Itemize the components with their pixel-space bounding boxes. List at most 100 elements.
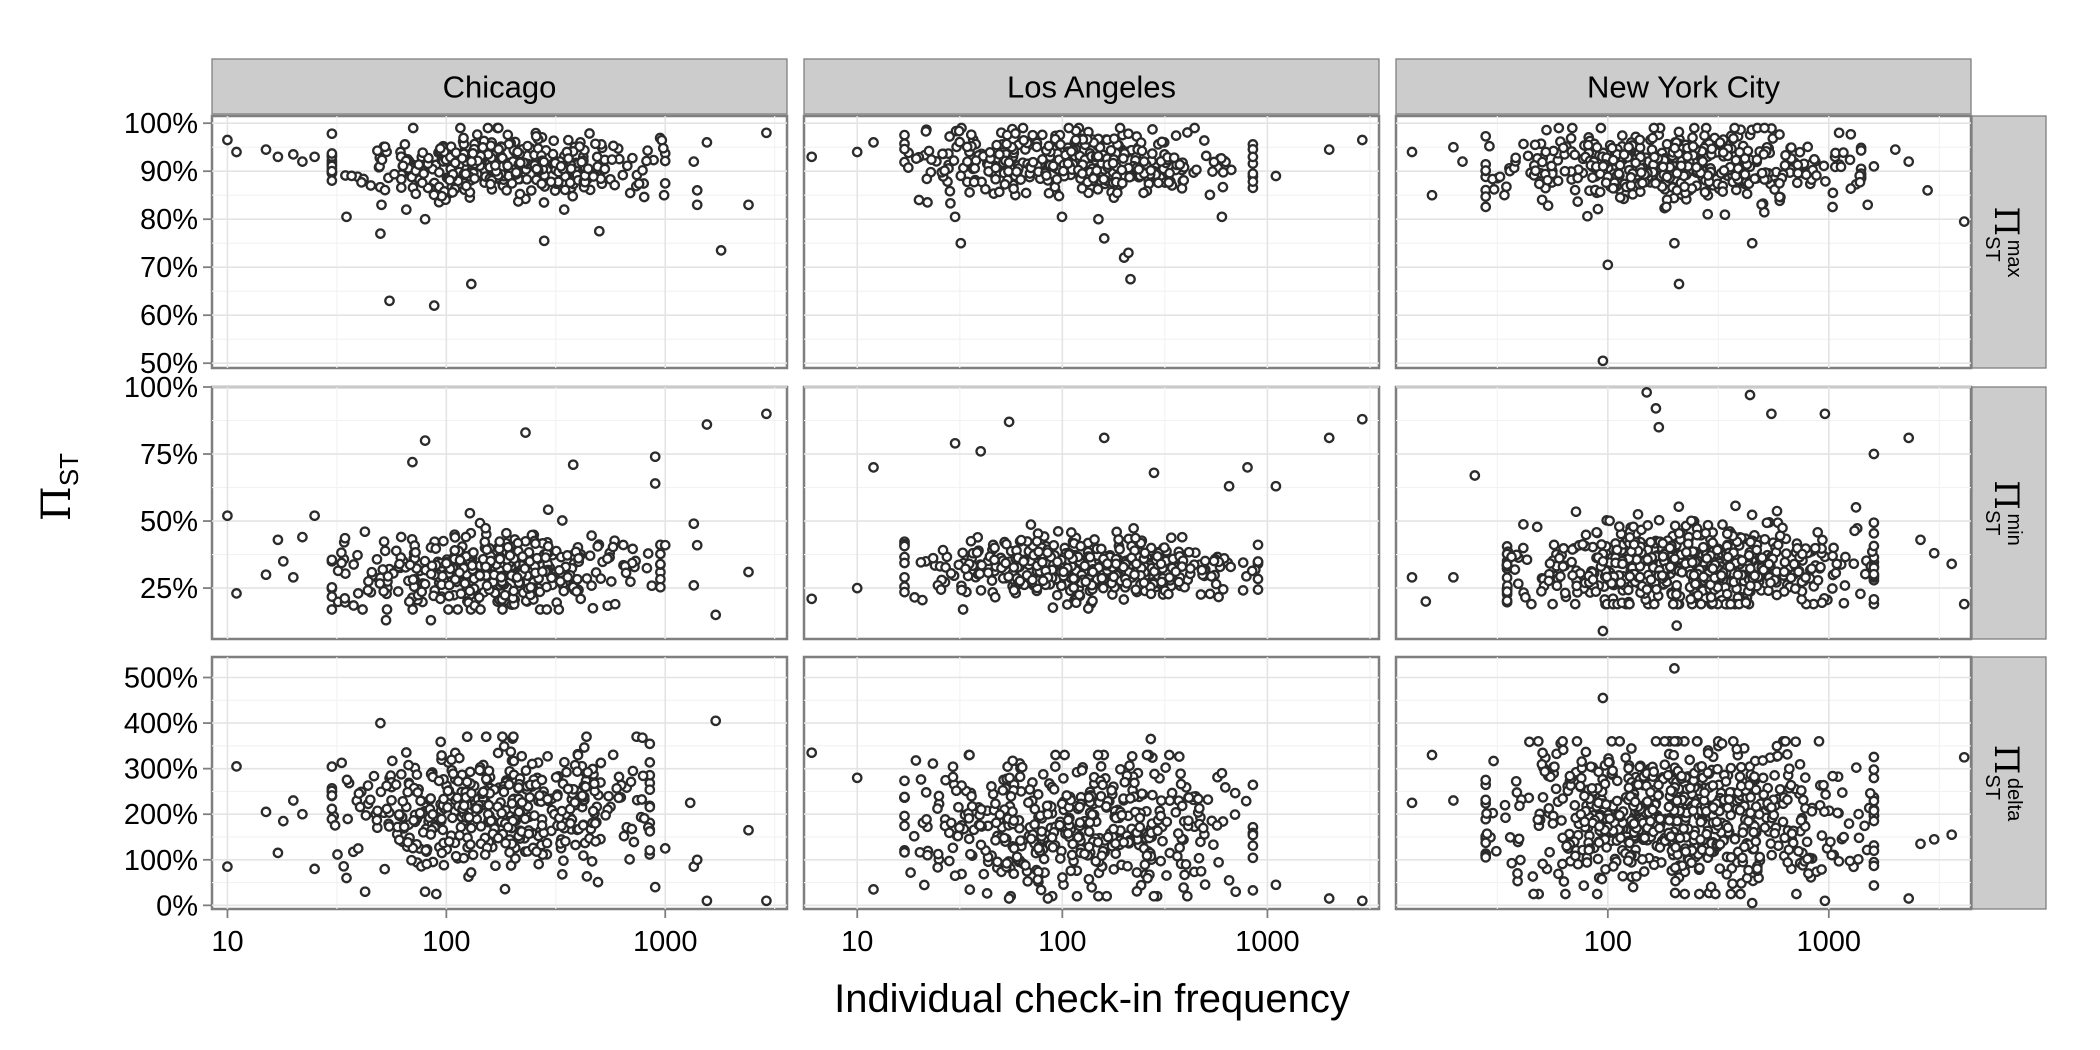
data-point bbox=[352, 549, 363, 561]
data-point bbox=[454, 554, 466, 566]
data-point bbox=[899, 775, 910, 787]
data-point bbox=[965, 848, 976, 860]
data-point bbox=[1946, 829, 1958, 841]
data-point bbox=[1673, 501, 1685, 513]
data-point bbox=[1469, 470, 1481, 481]
data-point bbox=[1047, 602, 1059, 613]
data-point bbox=[1091, 165, 1103, 176]
data-point bbox=[715, 245, 727, 256]
data-point bbox=[1147, 124, 1158, 135]
data-point bbox=[1701, 553, 1713, 564]
data-point bbox=[1481, 808, 1492, 819]
data-point bbox=[558, 855, 569, 867]
data-point bbox=[1695, 816, 1707, 828]
data-point bbox=[1593, 837, 1605, 848]
facet-row-label-subscript: ST bbox=[1981, 236, 2003, 262]
data-point bbox=[498, 741, 510, 752]
data-point bbox=[1915, 534, 1926, 546]
data-point bbox=[1839, 580, 1851, 591]
data-point bbox=[562, 783, 574, 795]
data-point bbox=[990, 798, 1001, 810]
data-point bbox=[761, 408, 772, 420]
data-point bbox=[514, 157, 526, 169]
data-point bbox=[1614, 192, 1626, 203]
data-point bbox=[644, 826, 656, 837]
data-point bbox=[1699, 186, 1711, 198]
data-point bbox=[998, 832, 1010, 844]
data-point bbox=[899, 129, 910, 141]
data-point bbox=[556, 515, 568, 526]
data-point bbox=[1539, 766, 1551, 777]
data-point bbox=[701, 895, 713, 907]
data-point bbox=[1868, 860, 1880, 872]
data-point bbox=[1889, 144, 1901, 155]
data-point bbox=[558, 204, 570, 215]
data-point bbox=[1323, 144, 1335, 155]
data-point bbox=[430, 888, 442, 900]
data-point bbox=[1494, 171, 1506, 183]
data-point bbox=[1011, 851, 1023, 863]
strip-row-max bbox=[1971, 115, 2047, 369]
data-point bbox=[411, 769, 423, 780]
facet-column-label: Chicago bbox=[443, 70, 557, 105]
data-point bbox=[1230, 886, 1242, 898]
data-point bbox=[564, 177, 576, 189]
data-point bbox=[1531, 521, 1543, 533]
data-point bbox=[272, 151, 284, 163]
data-point bbox=[442, 801, 453, 813]
data-point bbox=[522, 140, 533, 152]
x-tick-label: 10 bbox=[841, 926, 873, 958]
data-point bbox=[1657, 538, 1669, 549]
data-point bbox=[542, 504, 554, 516]
data-point bbox=[899, 791, 910, 803]
data-point bbox=[287, 571, 299, 583]
data-point bbox=[386, 755, 398, 767]
data-point bbox=[1070, 597, 1082, 609]
data-point bbox=[1129, 569, 1140, 581]
data-point bbox=[377, 564, 389, 575]
y-tick-label: 25% bbox=[140, 573, 198, 605]
strip-row-delta bbox=[1971, 656, 2047, 910]
x-tick-label: 100 bbox=[422, 926, 470, 958]
data-point bbox=[1123, 247, 1134, 259]
data-point bbox=[1575, 808, 1587, 820]
data-point bbox=[1153, 177, 1164, 189]
data-point bbox=[944, 185, 956, 197]
data-point bbox=[1853, 808, 1864, 820]
y-tick-label: 75% bbox=[140, 439, 198, 471]
data-point bbox=[1618, 149, 1630, 161]
data-point bbox=[378, 536, 390, 547]
data-point bbox=[976, 559, 988, 571]
data-point bbox=[1766, 802, 1777, 813]
data-point bbox=[504, 550, 516, 561]
data-point bbox=[567, 190, 579, 202]
data-point bbox=[1048, 539, 1060, 551]
data-point bbox=[1208, 839, 1219, 851]
data-point bbox=[997, 784, 1009, 796]
data-point bbox=[362, 584, 374, 596]
data-point bbox=[945, 197, 956, 209]
data-point bbox=[638, 191, 650, 203]
data-point bbox=[1095, 790, 1107, 802]
data-point bbox=[910, 755, 922, 766]
data-point bbox=[438, 793, 449, 805]
data-point bbox=[1548, 539, 1560, 551]
data-point bbox=[975, 839, 987, 851]
data-point bbox=[1827, 770, 1839, 782]
data-point bbox=[1007, 806, 1018, 817]
data-point bbox=[1642, 520, 1654, 531]
data-point bbox=[1928, 833, 1940, 845]
data-point bbox=[516, 797, 528, 808]
data-point bbox=[899, 557, 910, 569]
data-point bbox=[287, 149, 299, 160]
data-point bbox=[1139, 547, 1151, 559]
data-point bbox=[482, 122, 494, 134]
data-point bbox=[538, 197, 550, 208]
data-point bbox=[1219, 782, 1231, 793]
data-point bbox=[993, 186, 1005, 198]
data-point bbox=[416, 586, 428, 598]
data-point bbox=[443, 579, 455, 591]
data-point bbox=[1559, 587, 1571, 599]
data-point bbox=[403, 596, 415, 607]
data-point bbox=[1001, 138, 1012, 150]
